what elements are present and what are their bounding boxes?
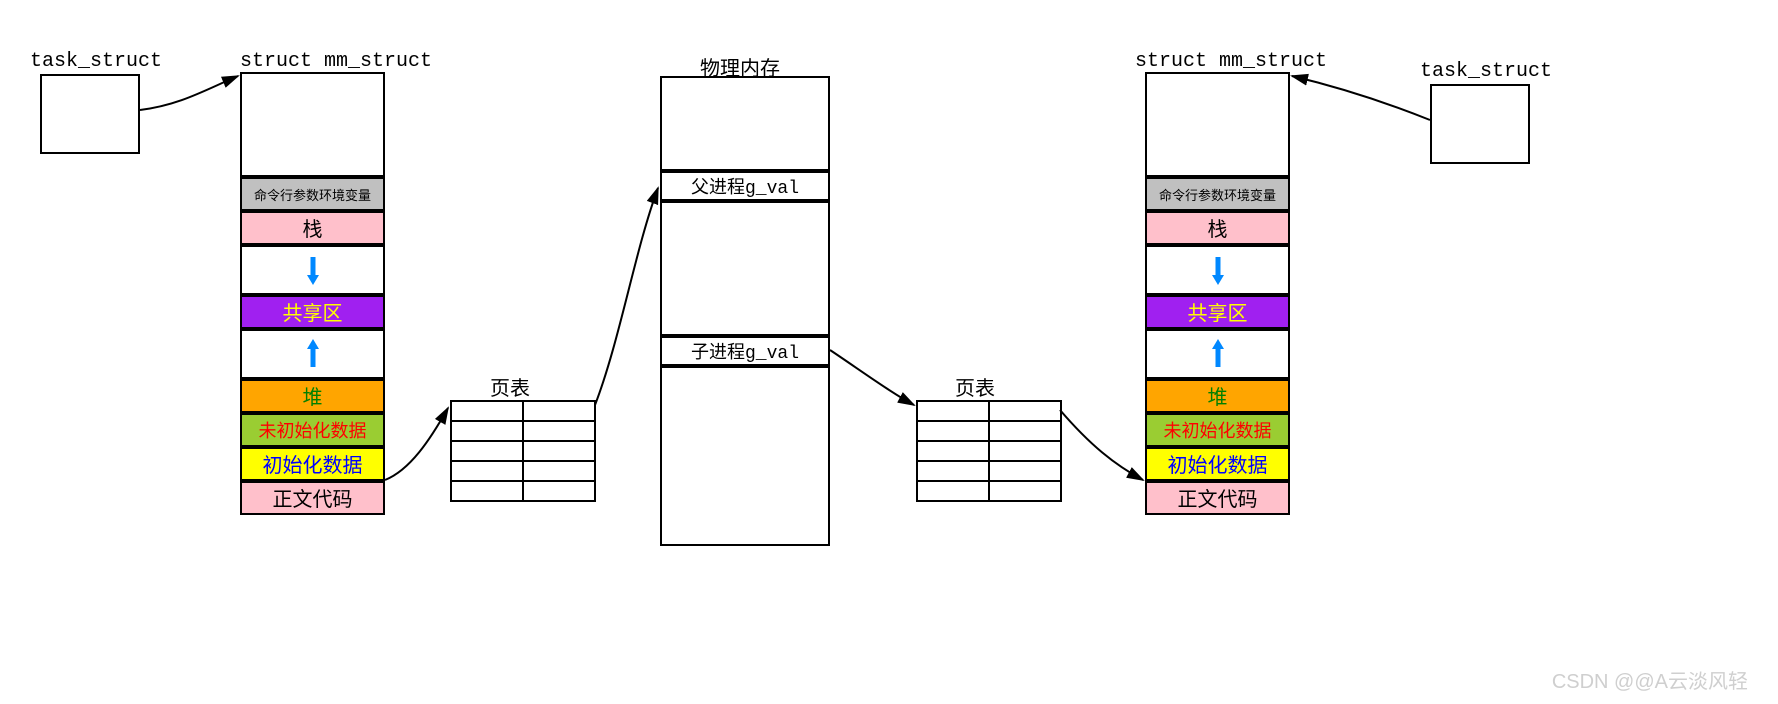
mm-struct-left-col: 命令行参数环境变量 栈 共享区 堆 未初始化数据 初始化数据 正文代码 <box>240 72 385 515</box>
mm-right-blank-top <box>1145 72 1290 177</box>
mm-right-seg-env: 命令行参数环境变量 <box>1145 177 1290 211</box>
phys-blank-2 <box>660 201 830 336</box>
phys-blank-3 <box>660 366 830 546</box>
page-table-right <box>916 400 1062 502</box>
mm-right-seg-text: 正文代码 <box>1145 481 1290 515</box>
mm-right-seg-stack: 栈 <box>1145 211 1290 245</box>
down-arrow-icon <box>1211 255 1225 285</box>
mm-left-seg-text: 正文代码 <box>240 481 385 515</box>
phys-mem-col: 父进程g_val 子进程g_val <box>660 76 830 546</box>
page-table-left-label: 页表 <box>490 372 530 402</box>
mm-left-seg-stack: 栈 <box>240 211 385 245</box>
mm-left-stack-arrow-space <box>240 245 385 295</box>
watermark: CSDN @@A云淡风轻 <box>1552 665 1748 694</box>
mm-left-seg-data: 初始化数据 <box>240 447 385 481</box>
mm-left-seg-bss: 未初始化数据 <box>240 413 385 447</box>
mm-struct-right-col: 命令行参数环境变量 栈 共享区 堆 未初始化数据 初始化数据 正文代码 <box>1145 72 1290 515</box>
mm-left-heap-arrow-space <box>240 329 385 379</box>
mm-right-seg-heap: 堆 <box>1145 379 1290 413</box>
mm-right-stack-arrow-space <box>1145 245 1290 295</box>
mm-left-blank-top <box>240 72 385 177</box>
page-table-right-label: 页表 <box>955 372 995 402</box>
mm-struct-left-label: struct mm_struct <box>240 50 432 73</box>
mm-right-heap-arrow-space <box>1145 329 1290 379</box>
task-struct-left-box <box>40 74 140 154</box>
mm-left-seg-shared: 共享区 <box>240 295 385 329</box>
mm-right-seg-bss: 未初始化数据 <box>1145 413 1290 447</box>
phys-parent-gval: 父进程g_val <box>660 171 830 201</box>
phys-blank-1 <box>660 76 830 171</box>
up-arrow-icon <box>1211 339 1225 369</box>
mm-struct-right-label: struct mm_struct <box>1135 50 1327 73</box>
page-table-left <box>450 400 596 502</box>
mm-left-seg-heap: 堆 <box>240 379 385 413</box>
up-arrow-icon <box>306 339 320 369</box>
mm-left-seg-env: 命令行参数环境变量 <box>240 177 385 211</box>
mm-right-seg-shared: 共享区 <box>1145 295 1290 329</box>
mm-right-seg-data: 初始化数据 <box>1145 447 1290 481</box>
phys-child-gval: 子进程g_val <box>660 336 830 366</box>
task-struct-right-box <box>1430 84 1530 164</box>
task-struct-left-label: task_struct <box>30 50 162 73</box>
down-arrow-icon <box>306 255 320 285</box>
task-struct-right-label: task_struct <box>1420 60 1552 83</box>
